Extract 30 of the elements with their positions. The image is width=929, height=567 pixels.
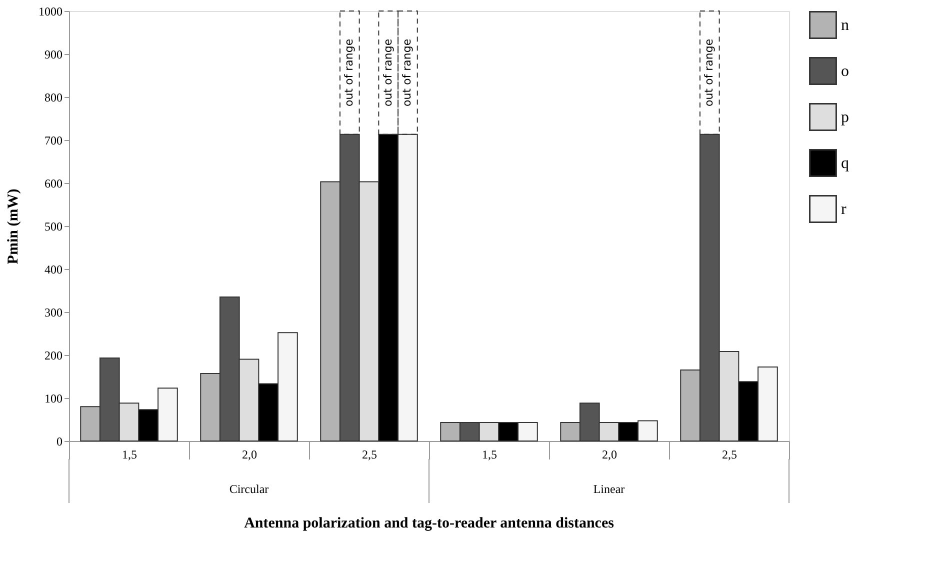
y-tick-label: 500 xyxy=(44,220,62,234)
x-tick-label: 2,0 xyxy=(602,448,617,462)
annotation: out of range xyxy=(400,38,414,107)
legend-label: o xyxy=(841,63,849,80)
y-axis-title: Pmin (mW) xyxy=(6,188,22,264)
y-tick-label: 200 xyxy=(44,348,62,362)
annotation: out of range xyxy=(381,38,394,107)
x-tick-label: 1,5 xyxy=(122,448,137,462)
y-tick-label: 400 xyxy=(44,262,62,276)
annotation: out of range xyxy=(702,38,716,107)
x-tick-label: 1,5 xyxy=(482,448,497,462)
legend-label: p xyxy=(841,109,849,126)
x-tick-label: 2,5 xyxy=(362,448,377,462)
legend-label: q xyxy=(841,155,849,172)
annotation: out of range xyxy=(342,38,356,107)
y-tick-label: 0 xyxy=(56,434,62,448)
x-tick-label: 2,5 xyxy=(722,448,737,462)
text: Linear xyxy=(593,482,625,496)
x-tick-label: 2,0 xyxy=(242,448,257,462)
y-tick-label: 900 xyxy=(44,48,62,62)
y-tick-label: 600 xyxy=(44,176,62,190)
y-tick-label: 700 xyxy=(44,134,62,148)
text: Circular xyxy=(229,482,269,496)
legend-label: n xyxy=(841,17,849,34)
legend-label: r xyxy=(841,201,847,218)
y-tick-label: 800 xyxy=(44,90,62,104)
y-tick-label: 1000 xyxy=(38,4,62,18)
y-tick-label: 300 xyxy=(44,306,62,320)
x-axis-title: Antenna polarization and tag-to-reader antenna distances xyxy=(244,516,614,532)
y-tick-label: 100 xyxy=(44,392,62,406)
